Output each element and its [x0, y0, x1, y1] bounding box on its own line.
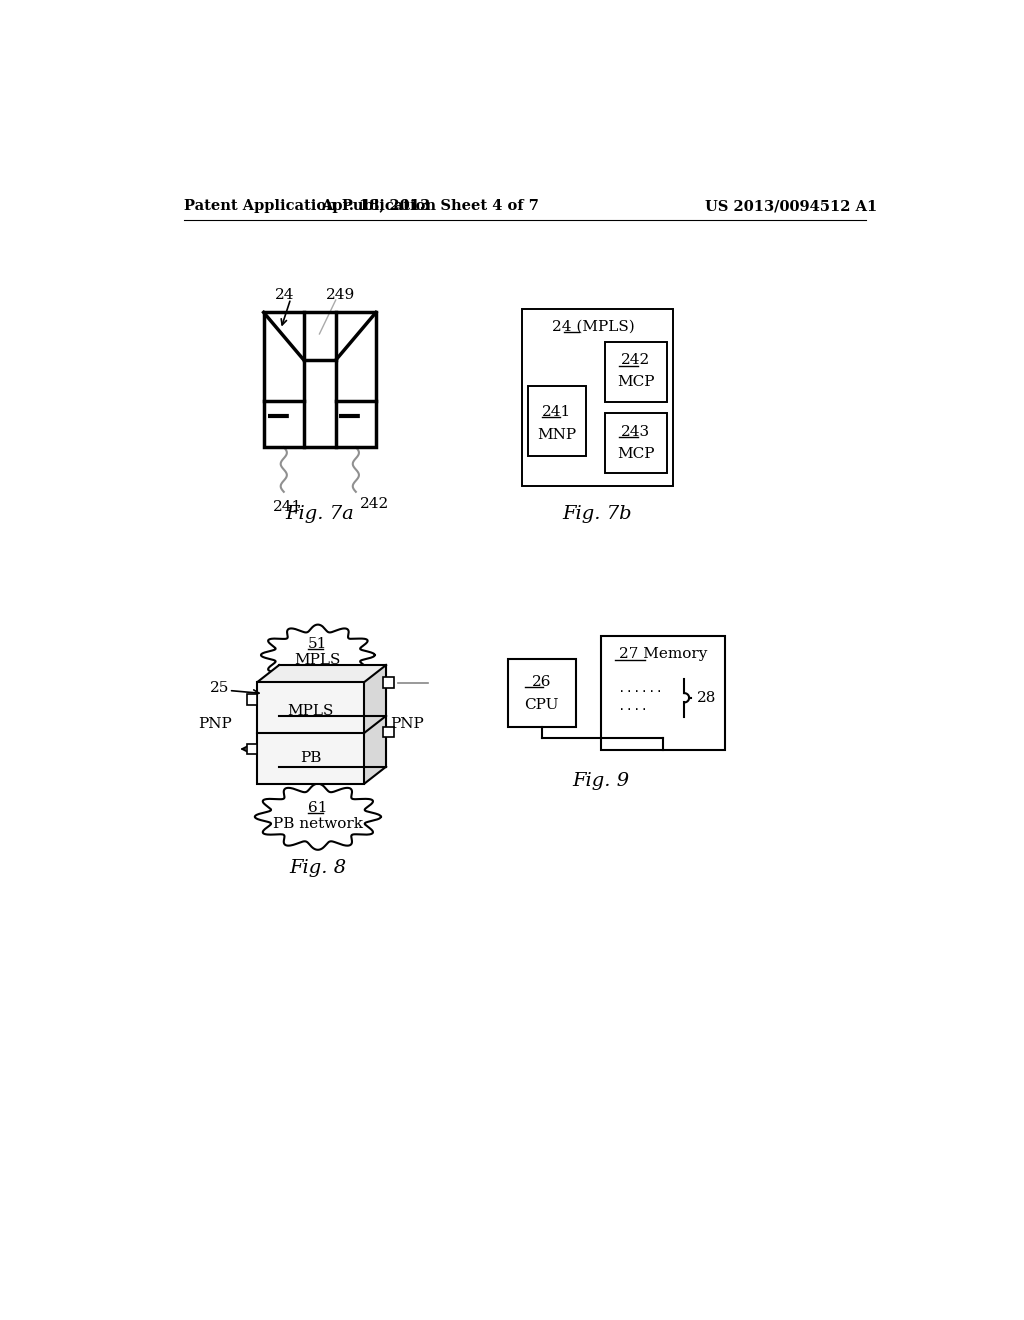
Bar — [247, 694, 257, 705]
Text: 27 Memory: 27 Memory — [618, 647, 707, 661]
Text: 24 (MPLS): 24 (MPLS) — [552, 319, 635, 333]
Text: Fig. 7a: Fig. 7a — [285, 506, 354, 523]
Text: PNP: PNP — [390, 717, 424, 731]
Bar — [528, 387, 586, 455]
Bar — [257, 682, 365, 784]
Text: 24: 24 — [275, 289, 295, 302]
Text: 242: 242 — [359, 498, 389, 511]
Text: Fig. 9: Fig. 9 — [572, 772, 630, 789]
Text: Patent Application Publication: Patent Application Publication — [183, 199, 436, 213]
Text: 249: 249 — [326, 289, 355, 302]
Text: MPLS: MPLS — [295, 653, 341, 668]
Text: PB: PB — [300, 751, 322, 766]
Text: MCP: MCP — [616, 447, 654, 461]
Text: 26: 26 — [532, 675, 552, 689]
Text: 28: 28 — [697, 690, 716, 705]
Text: ....: .... — [617, 700, 648, 713]
Text: PNP: PNP — [198, 717, 231, 731]
Text: MCP: MCP — [616, 375, 654, 389]
Bar — [383, 677, 394, 688]
Text: Fig. 8: Fig. 8 — [290, 859, 346, 878]
Text: US 2013/0094512 A1: US 2013/0094512 A1 — [706, 199, 878, 213]
Text: MNP: MNP — [537, 428, 577, 442]
Text: 243: 243 — [622, 425, 650, 438]
Polygon shape — [280, 665, 386, 767]
Bar — [521, 309, 673, 487]
Bar — [508, 659, 575, 726]
Bar — [604, 342, 667, 401]
Bar — [604, 413, 667, 474]
Text: 61: 61 — [308, 800, 328, 814]
Text: 51: 51 — [308, 636, 328, 651]
Polygon shape — [257, 665, 386, 682]
Bar — [383, 726, 394, 738]
Bar — [247, 743, 257, 755]
Text: Apr. 18, 2013  Sheet 4 of 7: Apr. 18, 2013 Sheet 4 of 7 — [322, 199, 540, 213]
Bar — [263, 313, 376, 447]
Text: 242: 242 — [621, 354, 650, 367]
Text: Fig. 7b: Fig. 7b — [562, 506, 632, 523]
Polygon shape — [365, 665, 386, 784]
Text: 241: 241 — [542, 405, 571, 418]
Text: ......: ...... — [617, 681, 663, 694]
Text: 25: 25 — [210, 681, 229, 696]
Text: 241: 241 — [273, 500, 302, 515]
Text: PB network: PB network — [272, 817, 362, 830]
Text: MPLS: MPLS — [288, 705, 334, 718]
Bar — [601, 636, 725, 750]
Text: CPU: CPU — [524, 698, 559, 711]
